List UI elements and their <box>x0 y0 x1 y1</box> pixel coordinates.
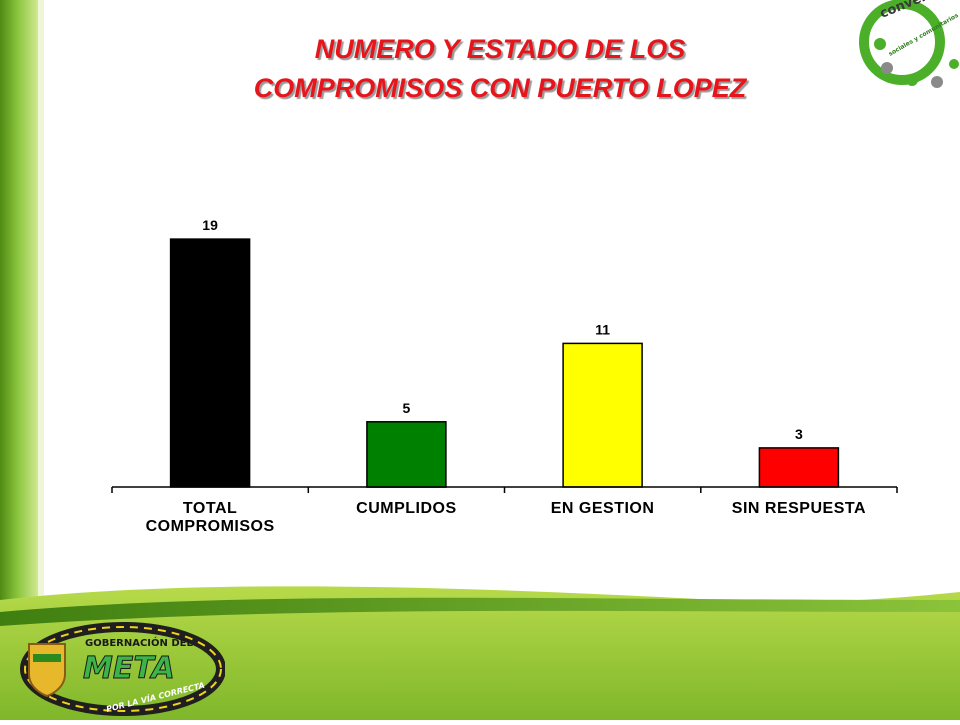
x-tick-label: CUMPLIDOS <box>356 500 457 517</box>
bar <box>563 343 642 487</box>
data-label: 11 <box>595 321 610 337</box>
bar <box>367 422 446 487</box>
data-label: 5 <box>403 400 411 416</box>
bar <box>171 239 250 487</box>
data-label: 19 <box>202 217 218 233</box>
x-tick-label: EN GESTION <box>551 500 655 517</box>
x-tick-label: TOTAL <box>183 500 237 517</box>
x-tick-label: SIN RESPUESTA <box>732 500 866 517</box>
x-tick-label: COMPROMISOS <box>146 518 275 535</box>
bar <box>759 448 838 487</box>
data-label: 3 <box>795 426 803 442</box>
